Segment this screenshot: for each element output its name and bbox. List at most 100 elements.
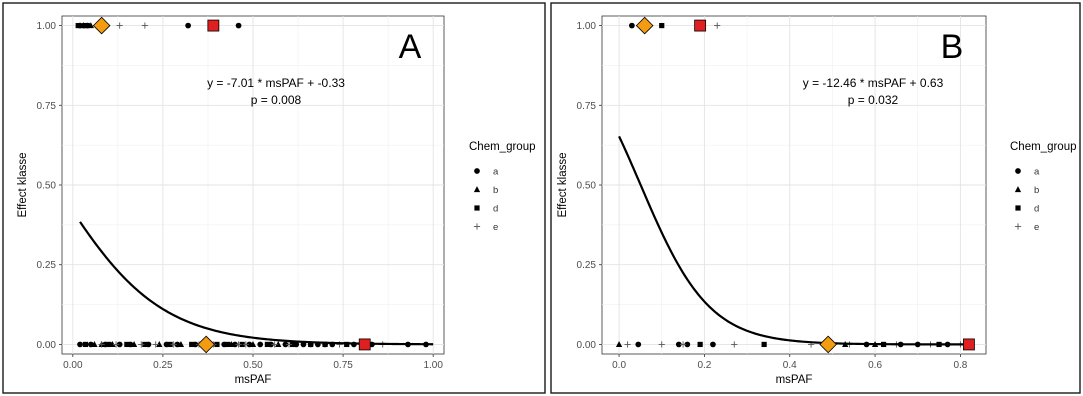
x-tick-label: 0.50: [243, 360, 263, 371]
y-tick-label: 0.25: [37, 260, 57, 271]
data-point-d: [239, 341, 245, 348]
data-point-a: [185, 22, 191, 29]
legend-entry-label: d: [493, 204, 498, 215]
data-point-d: [290, 341, 296, 348]
x-tick-label: 0.6: [868, 360, 882, 371]
y-tick-label: 0.25: [577, 260, 597, 271]
x-tick-label: 0.00: [63, 360, 83, 371]
panel-label: A: [399, 28, 422, 66]
legend-key-b: [473, 186, 481, 193]
legend-entry-label: b: [493, 185, 498, 196]
data-point-a: [635, 341, 642, 348]
data-point-d: [214, 341, 220, 348]
y-tick-label: 0.75: [37, 101, 57, 112]
chart-panel-b: 0.0 0.2 0.4 0.6 0.8 0.00 0.25 0.50 0.75 1.00 msPAF…: [550, 2, 1081, 394]
data-point-e: [731, 341, 738, 348]
fit-curve: [618, 135, 974, 346]
data-point-e: [679, 341, 687, 348]
data-point-d: [659, 22, 665, 29]
data-point-e: [138, 341, 145, 348]
data-point-d: [106, 341, 112, 348]
mean-marker-square: [207, 19, 220, 32]
data-point-b: [275, 341, 282, 348]
x-tick-label: 0.2: [697, 360, 711, 371]
x-tick-label: 1.00: [423, 360, 443, 371]
data-point-b: [156, 341, 163, 348]
y-tick-label: 1.00: [577, 21, 597, 32]
data-point-d: [344, 341, 350, 348]
y-tick-label: 0.00: [37, 340, 57, 351]
chart-panel-a: 0.00 0.25 0.50 0.75 1.00 0.00 0.25 0.50 0.75 1.00…: [2, 2, 546, 394]
data-point-a: [257, 341, 264, 348]
legend-key-a: [1015, 168, 1021, 174]
data-point-e: [141, 22, 149, 29]
mean-marker-diamond: [92, 16, 111, 35]
data-point-a: [116, 341, 123, 348]
data-point-d: [322, 341, 328, 348]
data-point-d: [142, 341, 148, 348]
data-point-a: [282, 341, 289, 348]
data-point-e: [116, 22, 123, 29]
data-point-e: [658, 341, 665, 348]
mean-marker-square: [358, 338, 371, 351]
legend-key-d: [474, 205, 480, 211]
y-axis-label: Effect klasse: [557, 153, 569, 218]
legend-entry-label: e: [493, 222, 498, 233]
data-point-d: [761, 341, 767, 348]
x-tick-label: 0.8: [953, 360, 967, 371]
data-point-b: [130, 341, 138, 348]
mean-marker-square: [963, 338, 975, 351]
data-point-e: [271, 341, 278, 348]
data-point-d: [697, 341, 703, 348]
data-point-d: [124, 341, 130, 348]
y-tick-label: 1.00: [37, 21, 57, 32]
data-point-a: [77, 341, 83, 348]
data-point-d: [82, 341, 89, 348]
legend-entry-label: a: [1034, 167, 1040, 178]
data-point-e: [235, 341, 242, 348]
data-point-d: [308, 341, 314, 348]
data-point-e: [242, 341, 249, 348]
x-tick-label: 0.0: [612, 360, 626, 371]
data-point-a: [629, 22, 635, 29]
data-point-b: [91, 341, 98, 348]
mean-marker-diamond: [197, 335, 215, 354]
legend-title: Chem_group: [1010, 141, 1076, 153]
y-tick-label: 0.50: [577, 181, 597, 192]
p-value: p = 0.008: [251, 93, 302, 107]
data-point-a: [684, 341, 691, 348]
data-point-e: [98, 341, 105, 348]
legend-entry-label: b: [1034, 185, 1039, 196]
data-point-e: [624, 341, 631, 348]
data-point-d: [84, 22, 90, 29]
legend-key-e: [473, 223, 481, 230]
x-axis-label: msPAF: [776, 374, 813, 386]
data-point-a: [675, 341, 682, 348]
mean-marker-diamond: [819, 335, 837, 354]
x-axis-label: msPAF: [235, 374, 272, 386]
data-point-e: [714, 22, 721, 29]
fit-curve: [79, 221, 434, 346]
legend-entry-label: d: [1034, 204, 1039, 215]
data-point-d: [167, 341, 173, 348]
p-value: p = 0.032: [848, 93, 899, 107]
data-point-e: [285, 341, 293, 348]
mean-marker-diamond: [635, 16, 654, 35]
data-point-b: [615, 341, 623, 348]
data-point-d: [189, 341, 195, 348]
y-axis-label: Effect klasse: [17, 153, 29, 218]
regression-equation: y = -12.46 * msPAF + 0.63: [803, 76, 944, 90]
data-point-d: [264, 341, 271, 348]
legend-key-b: [1014, 186, 1022, 193]
legend-key-e: [1014, 223, 1022, 230]
data-point-a: [710, 341, 716, 348]
data-point-a: [235, 22, 242, 29]
y-tick-label: 0.75: [577, 101, 597, 112]
x-tick-label: 0.25: [153, 360, 173, 371]
data-point-b: [249, 341, 257, 348]
data-point-e: [170, 341, 177, 348]
data-point-d: [225, 341, 231, 348]
legend-title: Chem_group: [469, 141, 535, 153]
mean-marker-square: [694, 19, 707, 32]
